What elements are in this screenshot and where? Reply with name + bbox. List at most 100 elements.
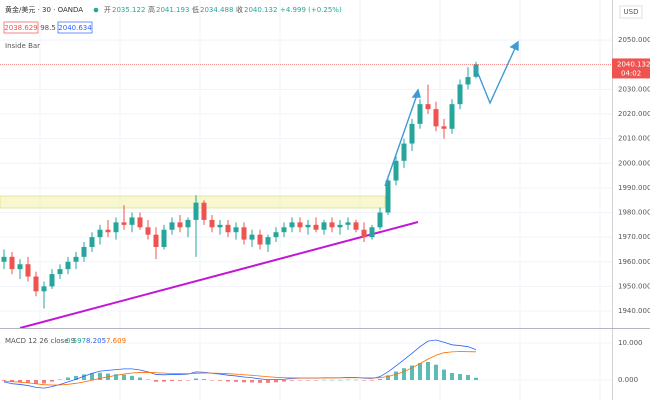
candle-body	[281, 227, 287, 233]
histogram-bar	[50, 380, 54, 382]
histogram-bar	[386, 375, 390, 380]
candle-body	[1, 256, 7, 262]
histogram-bar	[266, 380, 270, 383]
histogram-bar	[290, 380, 294, 381]
histogram-bar	[90, 373, 94, 380]
histogram-bar	[466, 375, 470, 380]
close-value: 2040.132	[244, 6, 277, 14]
histogram-bar	[362, 380, 366, 381]
histogram-bar	[298, 380, 302, 381]
histogram-bar	[74, 375, 78, 380]
indicator-name[interactable]: Inside Bar	[5, 42, 40, 50]
candle-body	[33, 276, 39, 292]
histogram-bar	[474, 377, 478, 380]
spread: 98.5	[40, 24, 56, 32]
trend-line[interactable]	[19, 221, 419, 329]
macd-title[interactable]: MACD 12 26 close 9	[5, 337, 75, 345]
histogram-bar	[98, 372, 102, 380]
histogram-bar	[82, 374, 86, 380]
candle-body	[353, 222, 359, 230]
y-tick-label: 1990.000	[618, 184, 650, 192]
candle-body	[289, 222, 295, 228]
candle-body	[137, 217, 143, 228]
low-label: 低	[192, 5, 199, 14]
candle-body	[161, 229, 167, 247]
candle-body	[129, 217, 135, 225]
currency-box[interactable]	[619, 5, 643, 19]
candle-body	[41, 286, 47, 292]
candle-body	[345, 222, 351, 225]
y-tick-label: 1960.000	[618, 258, 650, 266]
histogram-bar	[154, 380, 158, 382]
candle-body	[329, 222, 335, 228]
candle-body	[185, 219, 191, 228]
histogram-bar	[170, 380, 174, 382]
legend: 黄金/美元 · 30 · OANDA 开 2035.122 高 2041.193…	[3, 5, 643, 345]
candle-body	[385, 180, 391, 213]
forecast-arrows[interactable]	[384, 40, 519, 187]
candle-body	[145, 227, 151, 235]
price-tag-value: 2040.132	[617, 60, 650, 68]
candle-body	[49, 274, 55, 287]
candle-body	[9, 256, 15, 270]
histogram-bar	[2, 380, 6, 381]
candle-body	[425, 104, 431, 110]
y-tick-label: 2050.000	[618, 36, 650, 44]
histogram-bar	[58, 379, 62, 380]
candle-body	[73, 256, 79, 262]
histogram-bar	[306, 380, 310, 381]
histogram-bar	[114, 374, 118, 380]
histogram-bar	[218, 380, 222, 381]
sell-box[interactable]	[3, 21, 39, 34]
candle-body	[433, 109, 439, 127]
candle-body	[393, 160, 399, 181]
resistance-zone[interactable]	[0, 195, 386, 209]
candle-body	[169, 222, 175, 230]
signal-line	[3, 351, 477, 386]
candle-body	[97, 229, 103, 238]
histogram-bar	[10, 380, 14, 383]
histogram-bar	[250, 380, 254, 383]
histogram-bar	[370, 380, 374, 381]
histogram-bar	[146, 379, 150, 381]
histogram-bar	[442, 369, 446, 380]
histogram-bar	[26, 380, 30, 383]
open-label: 开	[104, 6, 111, 14]
candle-body	[465, 77, 471, 85]
ask[interactable]: 2040.634	[58, 24, 92, 32]
histogram-bar	[194, 378, 198, 380]
bid[interactable]: 2038.629	[4, 24, 37, 32]
y-tick-label: 2000.000	[618, 159, 650, 167]
open-value: 2035.122	[112, 6, 145, 14]
change: +4.999 (+0.25%)	[280, 6, 342, 14]
candle-body	[17, 264, 23, 270]
candle-body	[209, 219, 215, 228]
candle-body	[201, 202, 207, 220]
arrow-up[interactable]	[384, 91, 419, 187]
histogram-bar	[34, 380, 38, 384]
candle-body	[409, 123, 415, 144]
symbol[interactable]: 黄金/美元 · 30 · OANDA	[5, 5, 83, 14]
y-tick-label: 1970.000	[618, 233, 650, 241]
histogram-bar	[394, 371, 398, 380]
y-tick-label: 2010.000	[618, 135, 650, 143]
candle-body	[473, 64, 479, 77]
histogram-bar	[226, 380, 230, 382]
currency[interactable]: USD	[624, 8, 639, 16]
histogram-bar	[458, 374, 462, 380]
candle-body	[417, 104, 423, 124]
hist-value: 0.597	[66, 337, 86, 345]
arrow-zigzag[interactable]	[474, 43, 518, 105]
candle-body	[321, 222, 327, 230]
candle-body	[337, 224, 343, 228]
histogram-bar	[354, 379, 358, 381]
countdown: 04:02	[621, 69, 641, 77]
histogram-bar	[210, 380, 214, 381]
histogram-bar	[282, 380, 286, 382]
histogram-bar	[186, 380, 190, 381]
low-value: 2034.488	[200, 6, 233, 14]
signal-value: 7.609	[106, 337, 126, 345]
high-value: 2041.193	[156, 6, 189, 14]
candle-body	[369, 227, 375, 238]
buy-box[interactable]	[57, 21, 93, 34]
